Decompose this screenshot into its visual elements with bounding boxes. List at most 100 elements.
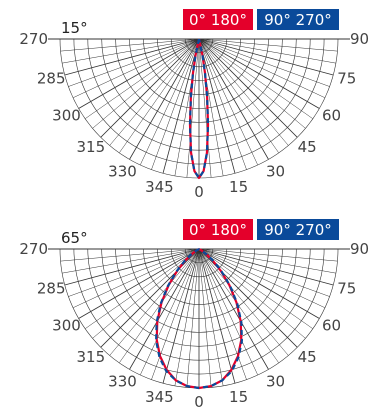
angle-label-45: 45 bbox=[298, 348, 317, 366]
grid-spoke bbox=[129, 38, 200, 160]
grid-spoke bbox=[198, 38, 236, 174]
grid-spoke bbox=[198, 248, 326, 308]
grid-spoke bbox=[162, 38, 200, 174]
angle-label-30: 30 bbox=[266, 373, 285, 391]
grid-spoke bbox=[198, 38, 334, 76]
grid-spoke bbox=[92, 38, 200, 129]
angle-label-345: 345 bbox=[145, 388, 174, 406]
angle-label-330: 330 bbox=[108, 163, 137, 181]
grid-spoke bbox=[129, 248, 200, 370]
grid-spoke bbox=[84, 248, 200, 329]
angle-label-300: 300 bbox=[52, 107, 81, 125]
grid-spoke bbox=[198, 38, 269, 160]
grid-spoke bbox=[198, 38, 298, 138]
grid-spoke bbox=[198, 38, 258, 166]
legend-label-2: 90° 270° bbox=[264, 11, 332, 29]
grid-spoke bbox=[198, 248, 212, 388]
angle-label-345: 345 bbox=[145, 178, 174, 196]
grid-spoke bbox=[198, 248, 258, 376]
angle-label-285: 285 bbox=[37, 70, 66, 88]
angle-label-90: 90 bbox=[350, 30, 369, 48]
chart-title: 65° bbox=[61, 229, 88, 247]
grid-spoke bbox=[84, 38, 200, 119]
grid-spoke bbox=[151, 248, 200, 380]
grid-spoke bbox=[72, 38, 200, 98]
grid-spoke bbox=[119, 38, 200, 154]
angle-label-270: 270 bbox=[19, 240, 48, 258]
grid-spoke bbox=[198, 38, 289, 146]
angle-label-0: 0 bbox=[194, 183, 204, 201]
grid-spoke bbox=[198, 248, 314, 329]
legend-box-1 bbox=[183, 9, 253, 30]
angle-label-15: 15 bbox=[229, 388, 248, 406]
grid-spoke bbox=[64, 38, 200, 76]
grid-spoke bbox=[60, 248, 200, 262]
grid-spoke bbox=[100, 38, 200, 138]
grid-spoke bbox=[198, 38, 336, 64]
grid-spoke bbox=[162, 248, 200, 384]
grid-spoke bbox=[68, 248, 200, 297]
grid-spoke bbox=[198, 248, 320, 319]
angle-label-90: 90 bbox=[350, 240, 369, 258]
grid-spoke bbox=[62, 38, 200, 64]
angle-label-285: 285 bbox=[37, 280, 66, 298]
grid-spoke bbox=[198, 38, 247, 170]
grid-spoke bbox=[186, 38, 200, 178]
grid-spoke bbox=[198, 38, 330, 87]
angle-label-0: 0 bbox=[194, 393, 204, 411]
grid-spoke bbox=[198, 248, 336, 274]
grid-spoke bbox=[140, 38, 200, 166]
angle-label-315: 315 bbox=[76, 348, 105, 366]
angle-label-30: 30 bbox=[266, 163, 285, 181]
grid-spoke bbox=[198, 248, 289, 356]
grid-spoke bbox=[198, 248, 338, 262]
grid-spoke bbox=[78, 248, 200, 319]
grid-spoke bbox=[198, 248, 236, 384]
grid-spoke bbox=[198, 248, 330, 297]
grid-spoke bbox=[198, 38, 212, 178]
angle-label-60: 60 bbox=[322, 107, 341, 125]
grid-spoke bbox=[62, 248, 200, 274]
angle-label-300: 300 bbox=[52, 317, 81, 335]
grid-spoke bbox=[198, 38, 338, 52]
angle-label-60: 60 bbox=[322, 317, 341, 335]
legend-label-1: 0° 180° bbox=[189, 221, 247, 239]
grid-spoke bbox=[78, 38, 200, 109]
legend-label-2: 90° 270° bbox=[264, 221, 332, 239]
angle-label-45: 45 bbox=[298, 138, 317, 156]
series-line-1 bbox=[188, 38, 210, 180]
grid-spoke bbox=[198, 38, 320, 109]
angle-label-75: 75 bbox=[337, 280, 356, 298]
grid-spoke bbox=[198, 38, 279, 154]
grid-spoke bbox=[60, 38, 200, 52]
grid-spoke bbox=[119, 248, 200, 364]
grid-spoke bbox=[72, 248, 200, 308]
grid-spoke bbox=[186, 248, 200, 388]
angle-label-15: 15 bbox=[229, 178, 248, 196]
angle-label-75: 75 bbox=[337, 70, 356, 88]
grid-spoke bbox=[109, 248, 200, 356]
grid-spoke bbox=[109, 38, 200, 146]
grid-spoke bbox=[174, 248, 200, 386]
angle-label-270: 270 bbox=[19, 30, 48, 48]
grid-spoke bbox=[64, 248, 200, 286]
grid-spoke bbox=[198, 38, 306, 129]
grid-spoke bbox=[198, 248, 269, 370]
legend-label-1: 0° 180° bbox=[189, 11, 247, 29]
grid-spoke bbox=[198, 248, 334, 286]
angle-label-330: 330 bbox=[108, 373, 137, 391]
chart-title: 15° bbox=[61, 19, 88, 37]
grid-spoke bbox=[68, 38, 200, 87]
grid-spoke bbox=[198, 38, 326, 98]
series-line-2 bbox=[155, 248, 243, 390]
legend-box-2 bbox=[257, 219, 339, 240]
grid-spoke bbox=[198, 248, 224, 386]
grid-spoke bbox=[140, 248, 200, 376]
grid-spoke bbox=[198, 38, 314, 119]
legend-box-1 bbox=[183, 219, 253, 240]
angle-label-315: 315 bbox=[76, 138, 105, 156]
grid-spoke bbox=[151, 38, 200, 170]
